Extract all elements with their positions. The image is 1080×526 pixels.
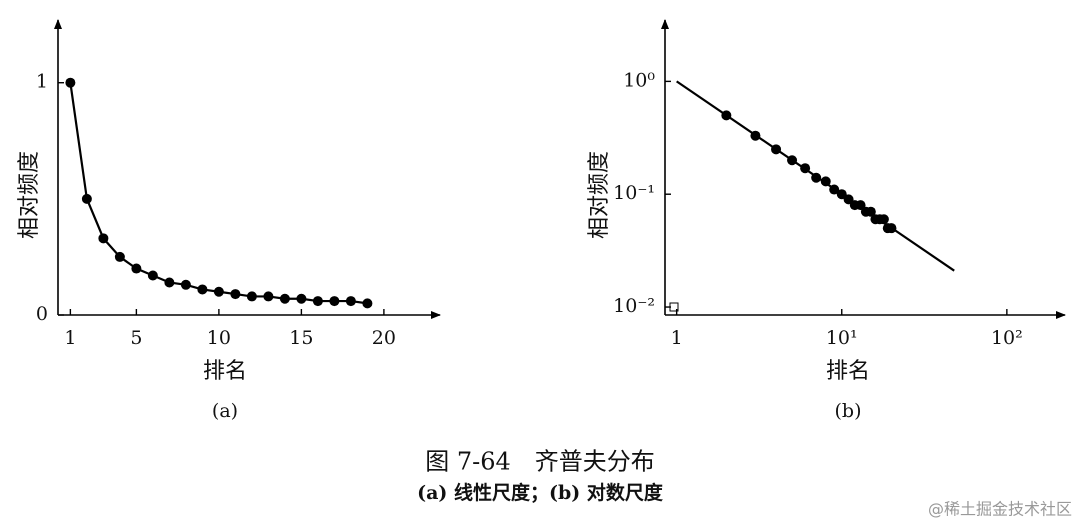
marker (230, 289, 241, 300)
marker (836, 189, 847, 200)
marker (800, 163, 811, 174)
marker (164, 277, 175, 288)
panel-label: (b) (835, 400, 862, 422)
marker (362, 298, 373, 309)
x-tick-label: 10 (207, 327, 231, 349)
marker (246, 291, 257, 302)
marker (787, 155, 798, 166)
marker (263, 291, 274, 302)
marker (811, 172, 822, 183)
y-tick-label: 1 (36, 71, 48, 93)
marker (886, 223, 897, 234)
marker (180, 279, 191, 290)
marker (197, 284, 208, 295)
x-tick-label: 10¹ (826, 327, 858, 349)
y-tick-label: 0 (36, 303, 48, 325)
panel-label: (a) (212, 400, 238, 422)
marker (81, 193, 92, 204)
marker (829, 184, 840, 195)
marker (312, 296, 323, 307)
y-tick-label: 10⁻¹ (613, 182, 655, 204)
marker (279, 293, 290, 304)
x-tick-label: 10² (991, 327, 1023, 349)
watermark: @稀土掘金技术社区 (928, 500, 1072, 519)
y-tick-label: 10⁻² (613, 295, 655, 317)
marker (131, 263, 142, 274)
y-axis-label: 相对频度 (587, 151, 612, 239)
y-tick-label: 10⁰ (623, 69, 655, 91)
marker (750, 130, 761, 141)
x-axis-label: 排名 (826, 359, 870, 384)
x-tick-label: 15 (289, 327, 313, 349)
marker (771, 144, 782, 155)
x-tick-label: 1 (671, 327, 683, 349)
marker (98, 233, 109, 244)
marker (296, 293, 307, 304)
x-tick-label: 1 (64, 327, 76, 349)
marker (147, 270, 158, 281)
marker (329, 296, 340, 307)
x-tick-label: 5 (130, 327, 142, 349)
x-tick-label: 20 (372, 327, 396, 349)
marker (345, 296, 356, 307)
caption: 图 7-64 齐普夫分布 (425, 448, 655, 476)
line (69, 82, 368, 305)
marker (721, 110, 732, 121)
marker (65, 77, 76, 88)
marker (878, 214, 889, 225)
x-axis-label: 排名 (203, 359, 247, 384)
subcaption: (a) 线性尺度；(b) 对数尺度 (417, 481, 664, 504)
marker (820, 176, 831, 187)
y-axis-label: 相对频度 (17, 151, 42, 239)
marker (114, 251, 125, 262)
marker (865, 206, 876, 217)
marker (213, 286, 224, 297)
